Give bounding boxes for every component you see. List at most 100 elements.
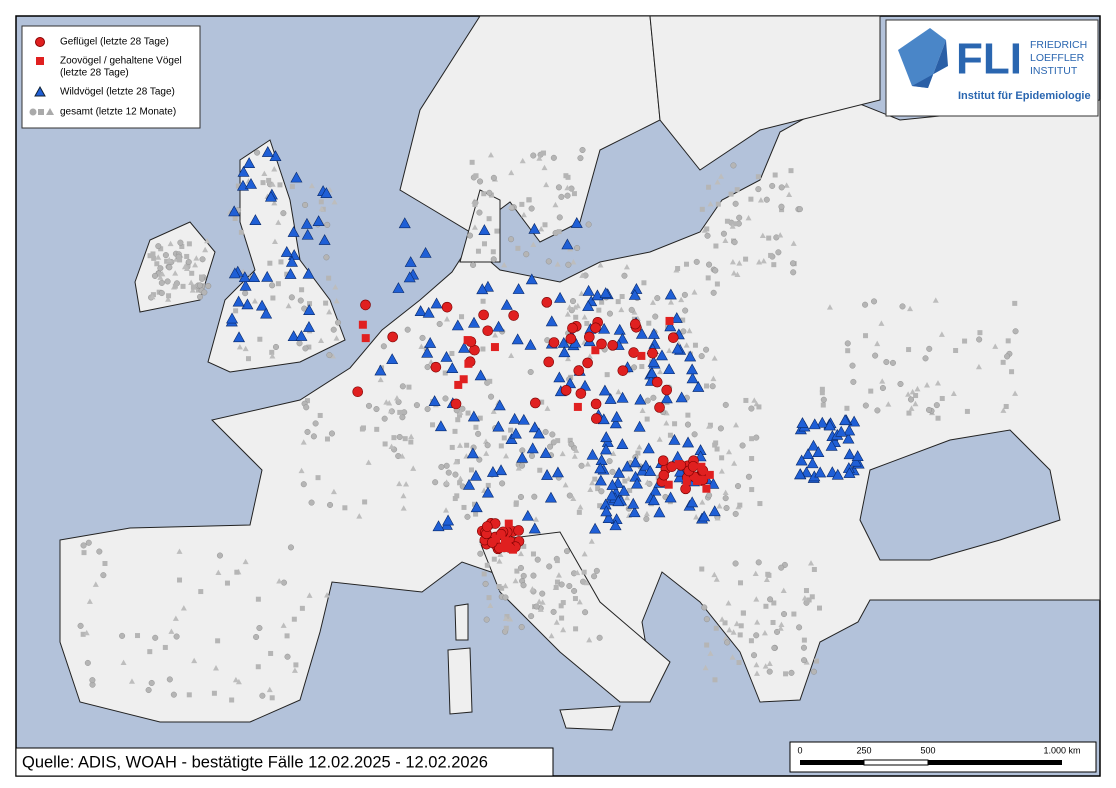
case-all — [783, 182, 790, 188]
case-all — [752, 570, 759, 576]
case-all — [275, 281, 281, 287]
case-all — [457, 475, 464, 481]
case-all — [459, 405, 466, 412]
case-wild — [806, 457, 819, 469]
case-all — [473, 173, 479, 179]
case-wild — [663, 363, 676, 375]
case-wild — [424, 337, 437, 348]
case-all — [300, 481, 307, 488]
case-wild — [290, 171, 303, 183]
case-zoo — [705, 470, 714, 479]
case-all — [80, 631, 86, 637]
case-all — [201, 289, 208, 296]
case-all — [977, 330, 983, 336]
case-all — [528, 205, 535, 212]
case-all — [481, 191, 487, 197]
case-all — [778, 184, 785, 191]
case-all — [743, 256, 749, 262]
case-all — [235, 678, 242, 685]
case-all — [762, 663, 769, 669]
case-all — [539, 590, 546, 597]
case-all — [487, 151, 494, 158]
case-all — [502, 615, 509, 621]
case-all — [150, 292, 156, 298]
case-all — [333, 298, 340, 304]
case-all — [238, 229, 244, 235]
case-wild — [808, 418, 821, 430]
legend-symbol — [35, 37, 45, 47]
case-wild — [561, 238, 574, 250]
case-wild — [600, 505, 613, 517]
case-all — [499, 480, 506, 487]
case-all — [508, 352, 515, 358]
case-all — [490, 408, 497, 414]
logo-subtitle: Institut für Epidemiologie — [958, 90, 1091, 102]
case-all — [639, 364, 645, 370]
case-all — [976, 336, 983, 343]
case-all — [454, 493, 460, 499]
case-all — [399, 383, 406, 390]
case-all — [386, 400, 393, 406]
case-all — [280, 210, 287, 217]
case-all — [196, 282, 203, 289]
case-all — [449, 350, 455, 356]
case-wild — [839, 414, 852, 425]
case-all — [232, 676, 239, 683]
case-all — [365, 459, 372, 465]
case-all — [777, 625, 784, 631]
case-all — [550, 154, 557, 161]
case-all — [726, 448, 733, 455]
case-all — [713, 576, 720, 582]
case-all — [935, 415, 941, 421]
case-all — [850, 378, 857, 385]
case-wild — [616, 391, 629, 403]
case-all — [801, 657, 808, 664]
case-all — [475, 430, 482, 437]
case-all — [643, 510, 650, 517]
case-all — [556, 214, 563, 221]
case-all — [924, 382, 931, 388]
case-all — [472, 201, 478, 207]
case-wild — [528, 222, 541, 234]
case-all — [778, 203, 785, 210]
case-zoo — [682, 477, 691, 486]
case-all — [403, 481, 410, 487]
case-wild — [434, 420, 447, 432]
case-all — [229, 697, 235, 703]
case-wild — [627, 497, 640, 509]
case-all — [583, 579, 590, 586]
case-poultry — [582, 357, 593, 369]
case-all — [627, 487, 633, 493]
case-all — [305, 398, 311, 404]
case-poultry — [573, 365, 585, 376]
case-wild — [794, 468, 807, 480]
case-all — [775, 249, 782, 256]
case-all — [820, 396, 827, 403]
case-all — [270, 295, 276, 301]
case-all — [706, 423, 713, 429]
case-all — [477, 178, 484, 185]
case-all — [232, 215, 238, 221]
case-all — [486, 595, 492, 601]
case-all — [707, 422, 713, 428]
case-wild — [843, 424, 856, 436]
case-all — [1012, 328, 1019, 335]
case-all — [442, 395, 449, 402]
case-all — [306, 592, 313, 598]
case-all — [245, 356, 251, 362]
case-poultry — [687, 461, 699, 472]
case-wild — [708, 505, 721, 517]
case-all — [86, 598, 93, 604]
case-all — [335, 319, 342, 326]
case-wild — [532, 427, 545, 439]
case-poultry — [575, 388, 587, 399]
case-wild — [600, 431, 613, 442]
case-wild — [458, 341, 471, 353]
case-all — [790, 269, 797, 276]
case-all — [571, 587, 578, 594]
legend-label: Zoovögel / gehaltene Vögel — [60, 56, 182, 67]
case-all — [234, 569, 240, 575]
case-wild — [551, 466, 564, 478]
case-all — [731, 221, 737, 227]
